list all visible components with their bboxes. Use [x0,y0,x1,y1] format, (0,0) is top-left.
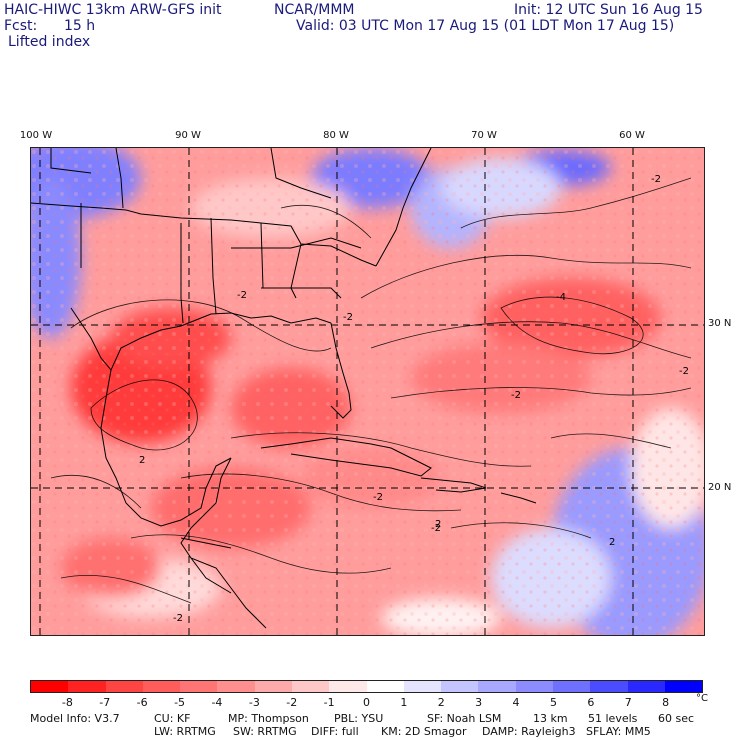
grid-spacing: 13 km [533,712,568,725]
colorbar-segment [68,681,106,692]
colorbar-segment [31,681,69,692]
colorbar-tick-label: -8 [61,696,73,709]
colorbar-tick-label: 8 [662,696,670,709]
colorbar-segment [664,681,703,692]
colorbar [30,680,703,693]
diffusion-setting: DIFF: full [311,725,359,738]
colorbar-tick-label: -5 [174,696,186,709]
colorbar-segment [217,681,255,692]
colorbar-tick-label: -6 [136,696,148,709]
lon-label-90w: 90 W [175,130,201,141]
contour-label: 2 [139,455,145,466]
km-setting: KM: 2D Smagor [381,725,467,738]
lon-label-60w: 60 W [619,130,645,141]
contour-label: -2 [343,312,353,323]
colorbar-segment [329,681,367,692]
colorbar-tick-label: 4 [512,696,520,709]
colorbar-segment [441,681,479,692]
contour-label: -2 [651,174,661,185]
latlon-grid [31,148,704,635]
cumulus-scheme: CU: KF [154,712,191,725]
colorbar-segment [366,681,404,692]
contour-label: -2 [511,390,521,401]
microphysics-scheme: MP: Thompson [228,712,309,725]
longwave-scheme: LW: RRTMG [154,725,216,738]
colorbar-segment [403,681,442,692]
field-name: Lifted index [8,34,91,50]
lon-label-80w: 80 W [323,130,349,141]
colorbar-segment [105,681,143,692]
colorbar-tick-label: 1 [400,696,408,709]
forecast-label: Fcst: [4,18,38,34]
model-title: HAIC-HIWC 13km ARW-GFS init [4,2,222,18]
field-texture [31,148,704,635]
lon-label-70w: 70 W [471,130,497,141]
vertical-levels: 51 levels [588,712,638,725]
contour-label: -4 [556,292,566,303]
contour-label: -2 [173,613,183,624]
init-time: Init: 12 UTC Sun 16 Aug 15 [514,2,703,18]
model-info: Model Info: V3.7 [30,712,120,725]
colorbar-segment [590,681,628,692]
pbl-scheme: PBL: YSU [334,712,384,725]
colorbar-tick-label: 5 [549,696,557,709]
surface-layer-scheme: SFLAY: MM5 [586,725,651,738]
lat-label-20n: 20 N [708,482,732,493]
colorbar-segment [478,681,516,692]
valid-time: Valid: 03 UTC Mon 17 Aug 15 (01 LDT Mon … [296,18,675,34]
colorbar-tick-label: 7 [624,696,632,709]
colorbar-segment [291,681,330,692]
colorbar-tick-label: 2 [437,696,445,709]
colorbar-unit: °C [696,693,708,704]
contour-label: -2 [373,492,383,503]
contour-label: 2 [609,537,615,548]
contour-label: 2 [435,519,441,530]
org-label: NCAR/MMM [274,2,355,18]
colorbar-tick-label: -4 [211,696,223,709]
colorbar-segment [254,681,292,692]
colorbar-tick-label: 3 [475,696,483,709]
colorbar-tick-label: 6 [587,696,595,709]
colorbar-segment [180,681,218,692]
shortwave-scheme: SW: RRTMG [233,725,297,738]
colorbar-segment [627,681,665,692]
colorbar-tick-label: -3 [248,696,260,709]
contour-value-labels: -2 -2 -2 -2 -2 -2 -2 -2 -4 2 2 2 [139,174,689,624]
surface-scheme: SF: Noah LSM [427,712,502,725]
forecast-hour: 15 h [64,18,96,34]
colorbar-segment [515,681,553,692]
contour-label: -2 [679,366,689,377]
colorbar-tick-label: 0 [363,696,370,709]
colorbar-tick-label: -7 [99,696,111,709]
lat-label-30n: 30 N [708,318,732,329]
contour-label: -2 [431,523,441,534]
lifted-index-map: -2 -2 -2 -2 -2 -2 -2 -2 -4 2 2 2 [30,147,705,636]
colorbar-tick-label: -2 [286,696,298,709]
time-step: 60 sec [658,712,695,725]
colorbar-segment [142,681,181,692]
contour-label: -2 [237,290,247,301]
colorbar-segment [552,681,591,692]
lon-label-100w: 100 W [19,130,53,141]
colorbar-tick-label: -1 [323,696,335,709]
damping-setting: DAMP: Rayleigh3 [482,725,576,738]
contour-lines [50,177,692,604]
